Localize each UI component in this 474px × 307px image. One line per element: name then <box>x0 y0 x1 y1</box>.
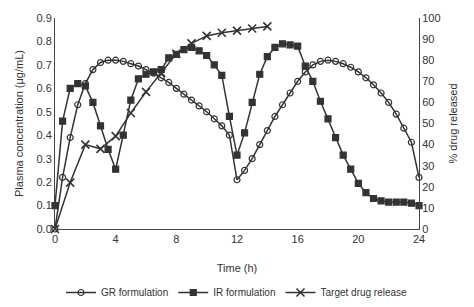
svg-text:20: 20 <box>352 233 364 245</box>
svg-text:GR formulation: GR formulation <box>101 287 168 298</box>
svg-text:10: 10 <box>422 202 434 214</box>
svg-text:0: 0 <box>52 233 58 245</box>
svg-text:0.5: 0.5 <box>37 106 52 118</box>
svg-text:30: 30 <box>422 160 434 172</box>
svg-text:0.1: 0.1 <box>37 199 52 211</box>
svg-text:% drug released: % drug released <box>447 83 459 163</box>
svg-text:0.6: 0.6 <box>37 82 52 94</box>
svg-text:20: 20 <box>422 181 434 193</box>
svg-text:80: 80 <box>422 54 434 66</box>
svg-text:16: 16 <box>292 233 304 245</box>
svg-text:50: 50 <box>422 117 434 129</box>
svg-text:60: 60 <box>422 96 434 108</box>
svg-text:IR formulation: IR formulation <box>213 287 275 298</box>
svg-text:100: 100 <box>422 12 440 24</box>
svg-text:0.7: 0.7 <box>37 59 52 71</box>
svg-text:90: 90 <box>422 33 434 45</box>
svg-text:24: 24 <box>413 233 425 245</box>
svg-text:12: 12 <box>231 233 243 245</box>
svg-text:0.4: 0.4 <box>37 129 52 141</box>
svg-text:0.8: 0.8 <box>37 35 52 47</box>
svg-text:0.3: 0.3 <box>37 153 52 165</box>
svg-text:Time (h): Time (h) <box>217 262 258 274</box>
svg-text:70: 70 <box>422 75 434 87</box>
svg-text:4: 4 <box>113 233 119 245</box>
svg-text:40: 40 <box>422 138 434 150</box>
svg-text:0.9: 0.9 <box>37 12 52 24</box>
svg-text:8: 8 <box>173 233 179 245</box>
svg-text:0.0: 0.0 <box>37 223 52 235</box>
svg-text:0.2: 0.2 <box>37 176 52 188</box>
svg-text:0: 0 <box>422 223 428 235</box>
svg-text:Target drug release: Target drug release <box>321 287 408 298</box>
svg-text:Plasma concentration (μg/mL): Plasma concentration (μg/mL) <box>13 50 25 197</box>
